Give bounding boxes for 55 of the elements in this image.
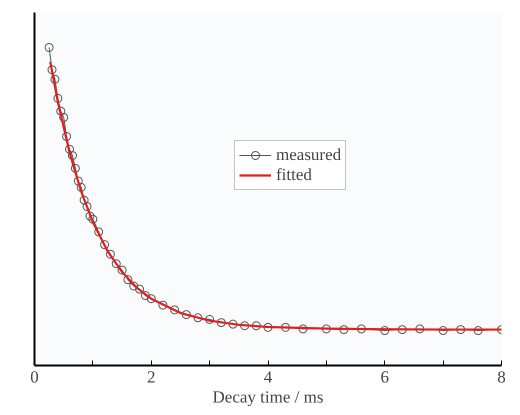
point	[216, 318, 226, 328]
point	[356, 324, 366, 334]
point	[106, 250, 115, 259]
x-tick-label: 0	[30, 368, 39, 386]
point	[281, 322, 290, 332]
x-tick-label: 6	[380, 368, 389, 386]
point	[322, 324, 331, 334]
point	[112, 259, 121, 268]
point	[170, 305, 180, 314]
point	[76, 182, 86, 192]
legend-label: fitted	[276, 165, 312, 185]
point	[193, 313, 202, 322]
point	[118, 266, 127, 275]
legend-label: measured	[276, 145, 342, 165]
point	[53, 94, 62, 103]
point	[74, 176, 83, 186]
point	[456, 325, 466, 334]
point	[240, 321, 250, 330]
point	[339, 325, 348, 334]
point	[50, 74, 60, 84]
point	[380, 326, 390, 336]
x-axis-title: Decay time / ms	[212, 388, 324, 406]
point	[205, 314, 214, 324]
x-tick-label: 8	[497, 368, 506, 386]
point	[129, 282, 138, 290]
point	[252, 321, 261, 330]
point	[85, 212, 94, 221]
point	[70, 164, 80, 173]
point	[182, 310, 191, 320]
point	[264, 322, 272, 332]
point	[140, 291, 150, 300]
point	[415, 324, 424, 334]
point	[146, 294, 156, 304]
point	[298, 324, 308, 334]
point	[68, 151, 77, 160]
point	[65, 144, 74, 154]
point	[123, 275, 132, 284]
point	[80, 196, 89, 205]
point	[438, 326, 448, 336]
point	[158, 300, 168, 310]
point	[48, 65, 57, 74]
point	[228, 320, 238, 329]
point	[135, 284, 144, 294]
point	[62, 132, 72, 142]
point	[88, 214, 98, 224]
point	[474, 326, 483, 336]
point	[398, 325, 407, 334]
point	[82, 202, 92, 211]
point	[59, 112, 68, 122]
point	[56, 106, 66, 116]
x-tick-label: 2	[147, 368, 156, 386]
point	[100, 240, 110, 250]
x-tick-label: 4	[264, 368, 273, 386]
point	[44, 42, 54, 52]
point	[94, 227, 104, 236]
